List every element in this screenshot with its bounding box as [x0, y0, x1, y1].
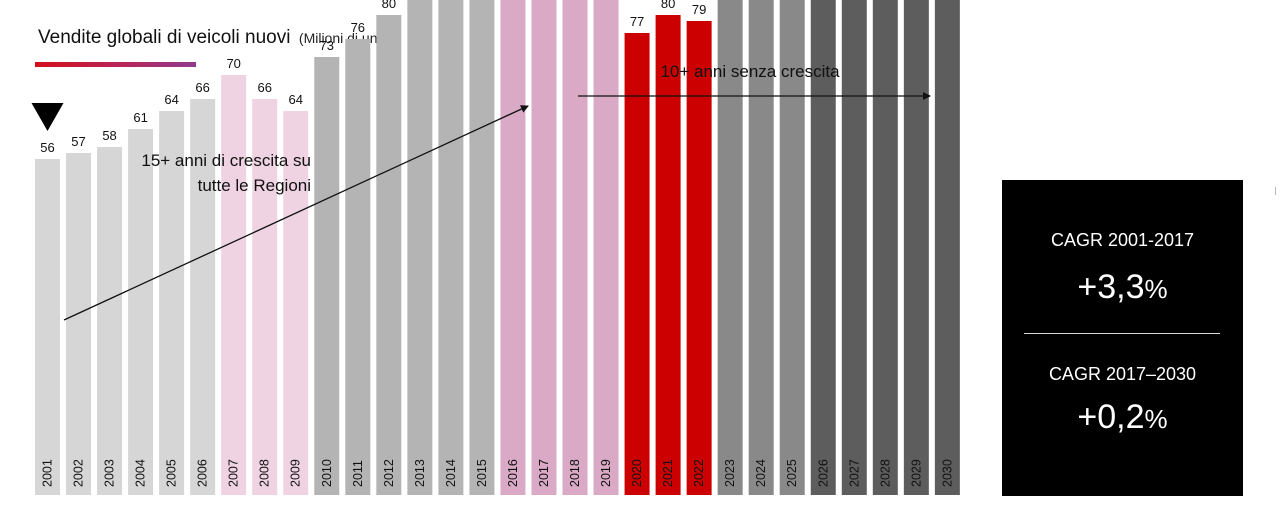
bar-2001 [35, 159, 60, 495]
year-label-2018: 2018 [568, 459, 582, 487]
cagr-panel: CAGR 2001-2017 +3,3% CAGR 2017–2030 +0,2… [1002, 180, 1243, 496]
bar-value-label-2012: 80 [382, 0, 396, 11]
chart-title-main: Vendite globali di veicoli nuovi [38, 27, 291, 48]
year-label-2028: 2028 [878, 459, 892, 487]
year-label-2013: 2013 [413, 459, 427, 487]
year-label-2009: 2009 [289, 459, 303, 487]
bar-2024 [748, 0, 774, 495]
year-label-2025: 2025 [785, 459, 799, 487]
year-label-2002: 2002 [72, 459, 86, 487]
bar-2003 [97, 147, 123, 495]
bar-2004 [128, 129, 154, 495]
bar-2002 [66, 153, 92, 495]
bar-2008 [252, 99, 278, 495]
bar-2015 [469, 0, 495, 495]
bar-value-label-2007: 70 [226, 56, 240, 71]
bar-2030 [934, 0, 960, 495]
bar-2023 [717, 0, 743, 495]
year-label-2016: 2016 [506, 459, 520, 487]
bar-value-label-2020: 77 [630, 14, 644, 29]
cagr-2017-2030-label: CAGR 2017–2030 [1048, 364, 1197, 384]
cagr-2001-2017-label: CAGR 2001-2017 [1050, 230, 1195, 250]
bar-2011 [345, 39, 371, 495]
year-label-2007: 2007 [227, 459, 241, 487]
marker-triangle-2001 [31, 103, 64, 131]
year-label-2026: 2026 [816, 459, 830, 487]
bar-value-label-2002: 57 [71, 134, 85, 149]
bar-value-label-2003: 58 [102, 128, 116, 143]
cagr-2017-2030-number: +0,2 [1077, 398, 1145, 436]
cagr-2017-2030-value: +0,2% [1002, 398, 1243, 437]
edge-tick [1275, 187, 1276, 195]
bar-2020 [624, 33, 650, 495]
bar-2017 [531, 0, 557, 495]
bar-value-label-2005: 64 [164, 92, 178, 107]
stagnation-annotation: 10+ anni senza crescita [660, 62, 840, 81]
bar-2022 [686, 21, 712, 495]
bar-value-label-2008: 66 [257, 80, 271, 95]
bar-2029 [903, 0, 929, 495]
bar-2005 [159, 111, 185, 495]
cagr-2001-2017-number: +3,3 [1077, 268, 1145, 306]
year-label-2010: 2010 [320, 459, 334, 487]
bar-2019 [593, 0, 619, 495]
chart-title-unit: (Milioni di unità) [298, 30, 397, 46]
year-label-2017: 2017 [537, 459, 551, 487]
year-label-2027: 2027 [847, 459, 861, 487]
bar-2021 [655, 15, 681, 495]
year-label-2024: 2024 [754, 459, 768, 487]
bar-2010 [314, 57, 340, 495]
bar-value-label-2009: 64 [289, 92, 303, 107]
year-label-2014: 2014 [444, 459, 458, 487]
cagr-2001-2017-value: +3,3% [1002, 268, 1243, 307]
year-label-2030: 2030 [940, 459, 954, 487]
year-label-2012: 2012 [382, 459, 396, 487]
bar-chart: 56 2001 57 2002 58 2003 61 2004 64 2005 66 2006 70 20… [31, 0, 960, 495]
year-label-2015: 2015 [475, 459, 489, 487]
year-label-2005: 2005 [165, 459, 179, 487]
year-label-2003: 2003 [103, 459, 117, 487]
bar-value-label-2004: 61 [133, 110, 147, 125]
cagr-divider [1024, 333, 1220, 334]
bar-value-label-2011: 76 [351, 20, 365, 35]
bar-2009 [283, 111, 309, 495]
chart-title: Vendite globali di veicoli nuovi (Milion… [38, 27, 397, 49]
year-label-2021: 2021 [661, 459, 675, 487]
year-label-2011: 2011 [351, 460, 365, 487]
year-label-2001: 2001 [41, 459, 55, 487]
bar-2018 [562, 0, 588, 495]
percent-sign: % [1144, 404, 1168, 434]
bar-2027 [841, 0, 867, 495]
year-label-2008: 2008 [258, 459, 272, 487]
growth-annotation-line-2: tutte le Regioni [198, 176, 311, 195]
bar-2026 [810, 0, 836, 495]
bar-2013 [407, 0, 433, 495]
bar-value-label-2021: 80 [661, 0, 675, 11]
bar-value-label-2006: 66 [195, 80, 209, 95]
year-label-2006: 2006 [196, 459, 210, 487]
year-label-2019: 2019 [599, 459, 613, 487]
bar-value-label-2010: 73 [320, 38, 334, 53]
year-label-2004: 2004 [134, 459, 148, 487]
title-accent-underline [35, 62, 196, 67]
bar-2014 [438, 0, 464, 495]
bar-2025 [779, 0, 805, 495]
bar-2016 [500, 0, 526, 495]
bar-value-label-2022: 79 [692, 2, 706, 17]
bar-value-label-2001: 56 [40, 140, 54, 155]
growth-annotation-line-1: 15+ anni di crescita su [141, 151, 311, 170]
percent-sign: % [1144, 274, 1168, 304]
year-label-2023: 2023 [723, 459, 737, 487]
year-label-2020: 2020 [630, 459, 644, 487]
bar-2006 [190, 99, 216, 495]
bar-2007 [221, 75, 247, 495]
growth-arrow [63, 105, 529, 321]
year-label-2029: 2029 [909, 459, 923, 487]
year-label-2022: 2022 [692, 459, 706, 487]
bar-2012 [376, 15, 402, 495]
bar-2028 [872, 0, 898, 495]
